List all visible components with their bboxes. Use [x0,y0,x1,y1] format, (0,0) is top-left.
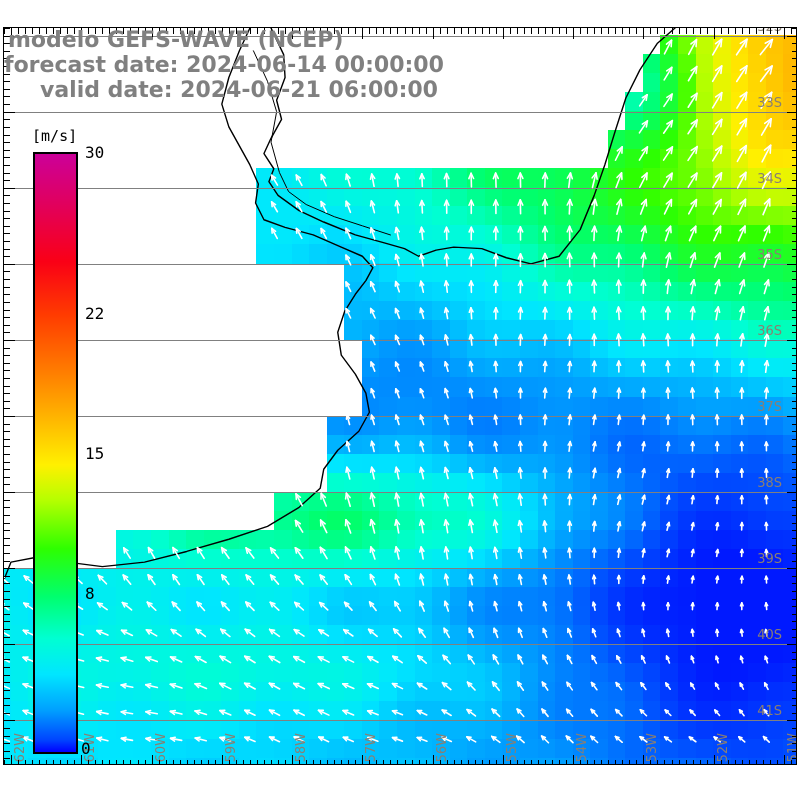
axis-tick-ruler [4,28,796,764]
map-plot-area: 62W61W60W59W58W57W56W55W54W53W52W51W32S3… [4,28,796,764]
colorbar-tick: 30 [85,143,105,162]
map-frame: 62W61W60W59W58W57W56W55W54W53W52W51W32S3… [3,27,797,765]
colorbar-tick: 22 [85,303,105,323]
colorbar-tick: 15 [85,444,105,463]
colorbar-gradient [33,152,78,754]
colorbar-tick: 8 [85,584,95,604]
colorbar-unit-label: [m/s] [32,127,78,145]
colorbar-tick: 0 [81,739,91,758]
